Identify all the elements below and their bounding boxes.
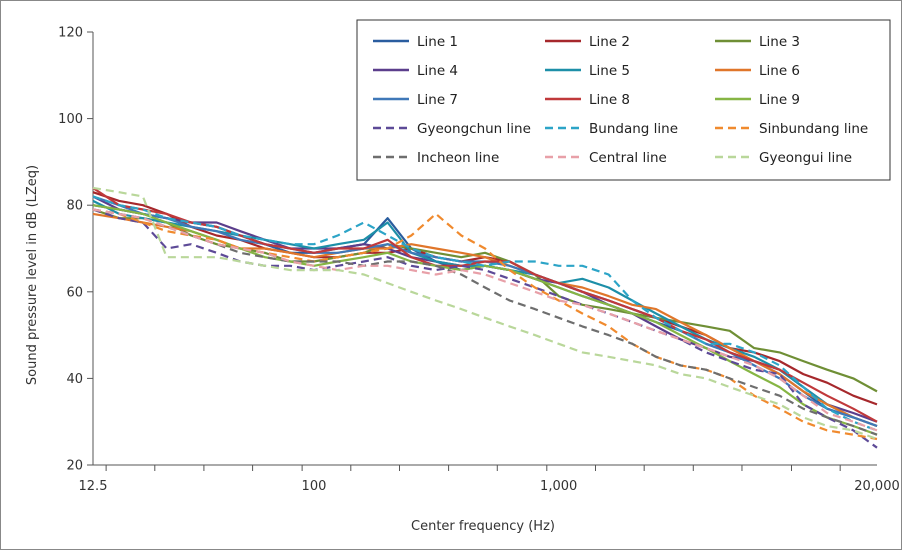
series-line-gyeongchun-line <box>92 208 878 449</box>
y-tick-label: 80 <box>66 199 83 214</box>
y-tick-label: 60 <box>66 285 83 300</box>
legend-label: Line 2 <box>589 34 630 50</box>
y-tick-label: 120 <box>58 26 83 41</box>
legend-label: Incheon line <box>417 150 499 166</box>
x-tick-label: 100 <box>302 479 327 494</box>
series-line-central-line <box>92 208 878 432</box>
axes-layer: 20 40 60 80 100 120 12.5 100 1,000 20,000 <box>58 26 900 495</box>
legend-label: Line 8 <box>589 92 630 108</box>
x-tick-label: 1,000 <box>540 479 577 494</box>
legend-label: Gyeongui line <box>759 150 852 166</box>
legend-label: Line 3 <box>759 34 800 50</box>
legend-label: Line 9 <box>759 92 800 108</box>
series-line-sinbundang-line <box>92 208 878 441</box>
x-tick-label: 12.5 <box>79 479 108 494</box>
y-tick-label: 20 <box>66 459 83 474</box>
y-axis-title: Sound pressure level in dB (LZeq) <box>25 165 40 385</box>
x-axis-title: Center frequency (Hz) <box>411 519 555 534</box>
legend-label: Line 6 <box>759 63 800 79</box>
legend-box <box>356 19 891 181</box>
legend-label: Line 4 <box>417 63 458 79</box>
series-line-bundang-line <box>92 195 878 432</box>
legend: Line 1 Line 2 Line 3 Line 4 Line 5 Line 6 Line… <box>356 19 891 181</box>
series-line-incheon-line <box>92 208 878 436</box>
legend-label: Line 7 <box>417 92 458 108</box>
legend-label: Sinbundang line <box>759 121 868 137</box>
legend-label: Line 5 <box>589 63 630 79</box>
legend-label: Central line <box>589 150 667 166</box>
legend-label: Bundang line <box>589 121 678 137</box>
legend-label: Line 1 <box>417 34 458 50</box>
legend-label: Gyeongchun line <box>417 121 531 137</box>
series-line-gyeongui-line <box>92 186 878 441</box>
series-layer <box>92 186 878 449</box>
y-tick-label: 40 <box>66 372 83 387</box>
y-tick-label: 100 <box>58 112 83 127</box>
x-tick-label: 20,000 <box>854 479 900 494</box>
